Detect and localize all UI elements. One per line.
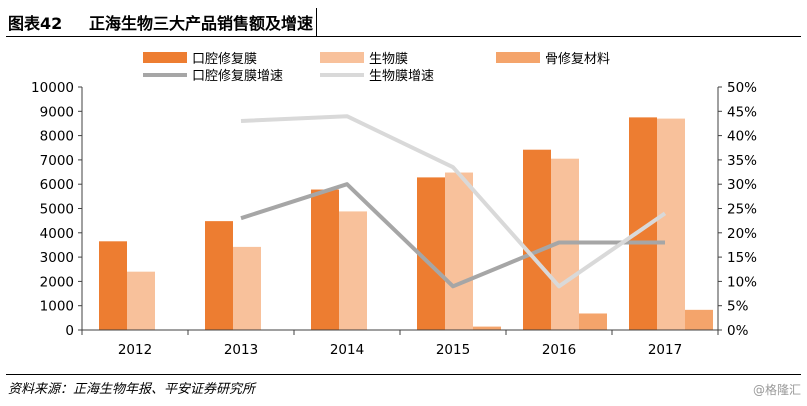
bar-2-2017 (685, 309, 713, 330)
legend-label-3: 口腔修复膜增速 (192, 69, 283, 84)
legend-swatch-0 (143, 52, 187, 63)
figure-title: 正海生物三大产品销售额及增速 (89, 14, 314, 33)
figure-number: 图表42 (8, 14, 63, 33)
x-tick-label: 2014 (330, 342, 364, 358)
y-left-tick-label: 2000 (40, 274, 74, 290)
y-left-tick-label: 1000 (40, 299, 74, 315)
y-axis-left: 0 1000 2000 3000 4000 5000 6000 7000 8000 9000 100… (31, 80, 83, 339)
y-left-tick-label: 5000 (40, 202, 74, 218)
y-right-tick-label: 15% (727, 250, 757, 266)
y-right-tick-label: 30% (727, 177, 757, 193)
source-note: 资料来源：正海生物年报、平安证券研究所 (8, 382, 256, 397)
y-left-tick-label: 8000 (40, 129, 74, 145)
x-tick-label: 2016 (542, 342, 576, 358)
y-left-tick-label: 7000 (40, 153, 74, 169)
growth-line-0 (240, 182, 665, 289)
legend-swatch-2 (496, 52, 540, 63)
y-left-tick-label: 3000 (40, 250, 74, 266)
bar-1-2012 (127, 271, 155, 330)
y-left-tick-label: 4000 (40, 226, 74, 242)
x-tick-label: 2017 (648, 342, 682, 358)
y-left-tick-label: 9000 (40, 104, 74, 120)
footer-divider (6, 374, 801, 375)
y-left-tick-label: 6000 (40, 177, 74, 193)
y-right-tick-label: 20% (727, 226, 757, 242)
y-right-tick-label: 10% (727, 274, 757, 290)
line-series (240, 114, 667, 289)
y-right-tick-label: 0% (727, 323, 749, 339)
y-axis-right: 0% 5% 10% 15% 20% 25% 30% 35% 40% 45% 50% (717, 80, 757, 339)
legend-label-4: 生物膜增速 (369, 69, 434, 84)
x-axis: 2012 2013 2014 2015 2016 2017 (81, 329, 719, 358)
legend-label-1: 生物膜 (369, 52, 408, 67)
y-right-tick-label: 50% (727, 80, 757, 96)
y-right-tick-label: 40% (727, 129, 757, 145)
bar-0-2013 (205, 221, 233, 330)
title-divider (316, 8, 317, 36)
legend-label-0: 口腔修复膜 (192, 52, 257, 67)
y-left-tick-label: 0 (65, 323, 74, 339)
bar-1-2013 (233, 246, 261, 330)
y-right-tick-label: 35% (727, 153, 757, 169)
bar-0-2014 (311, 189, 339, 330)
y-right-tick-label: 25% (727, 202, 757, 218)
x-tick-label: 2013 (224, 342, 258, 358)
watermark: @格隆汇 (752, 383, 801, 397)
growth-line-1 (240, 114, 667, 289)
bar-1-2015 (445, 172, 473, 330)
x-tick-label: 2015 (436, 342, 470, 358)
bar-1-2017 (657, 118, 685, 330)
y-left-tick-label: 10000 (31, 80, 74, 96)
bar-series (99, 117, 713, 330)
bar-0-2016 (523, 149, 551, 330)
bar-1-2014 (339, 211, 367, 330)
x-tick-label: 2012 (118, 342, 152, 358)
y-right-tick-label: 5% (727, 299, 749, 315)
bar-2-2016 (579, 313, 607, 330)
figure-title-bar: 图表42 正海生物三大产品销售额及增速 (6, 8, 801, 37)
bar-2-2015 (473, 326, 501, 330)
y-right-tick-label: 45% (727, 104, 757, 120)
legend-swatch-1 (320, 52, 364, 63)
bar-0-2012 (99, 241, 127, 330)
legend-label-2: 骨修复材料 (545, 52, 610, 67)
